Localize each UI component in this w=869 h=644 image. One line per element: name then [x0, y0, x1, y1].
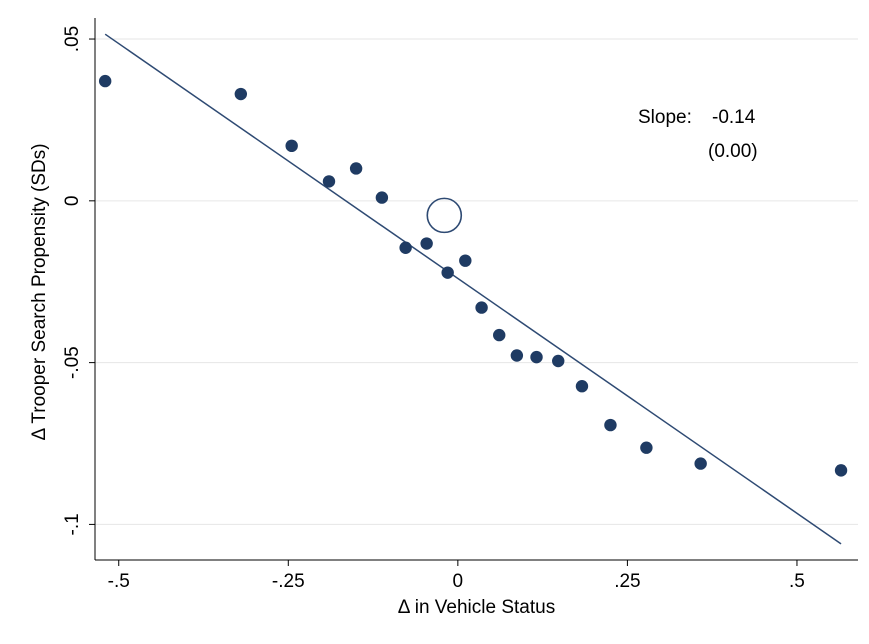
x-tick-label: -.5	[108, 571, 130, 592]
slope-standard-error: (0.00)	[708, 141, 758, 162]
y-tick-label: -.05	[62, 346, 83, 379]
data-point	[285, 139, 298, 153]
data-point	[475, 301, 488, 314]
slope-value: -0.14	[712, 107, 756, 128]
y-ticks: .05 0 -.05 -.1	[62, 26, 95, 535]
x-ticks: -.5 -.25 0 .25 .5	[108, 560, 805, 592]
highlight-circle	[426, 197, 463, 234]
data-points	[98, 74, 848, 477]
data-point	[640, 441, 653, 454]
data-point	[441, 266, 454, 279]
grid-lines	[95, 38, 858, 525]
data-point	[234, 87, 248, 101]
data-point	[575, 380, 589, 393]
x-tick-label: .25	[614, 571, 640, 592]
data-point	[694, 457, 707, 470]
data-point	[420, 237, 433, 250]
data-point	[459, 254, 472, 267]
data-point	[375, 191, 389, 204]
slope-label: Slope:	[638, 107, 692, 128]
x-tick-label: 0	[453, 571, 464, 592]
y-tick-label: .05	[62, 26, 83, 52]
data-point	[604, 418, 617, 432]
y-tick-label: -.1	[62, 513, 83, 535]
data-point	[493, 328, 506, 342]
fit-line	[104, 33, 842, 545]
x-tick-label: -.25	[272, 571, 305, 592]
x-tick-label: .5	[789, 571, 805, 592]
data-point	[552, 354, 565, 368]
y-tick-label: 0	[62, 196, 83, 207]
y-axis-label: Δ Trooper Search Propensity (SDs)	[29, 143, 50, 440]
data-point	[510, 349, 524, 362]
data-point	[322, 175, 336, 188]
axes	[94, 18, 858, 561]
data-point	[530, 350, 543, 364]
data-point	[349, 162, 363, 175]
data-point	[399, 241, 412, 254]
x-axis-label: Δ in Vehicle Status	[398, 597, 555, 618]
data-point	[834, 464, 848, 477]
data-point	[98, 74, 112, 88]
